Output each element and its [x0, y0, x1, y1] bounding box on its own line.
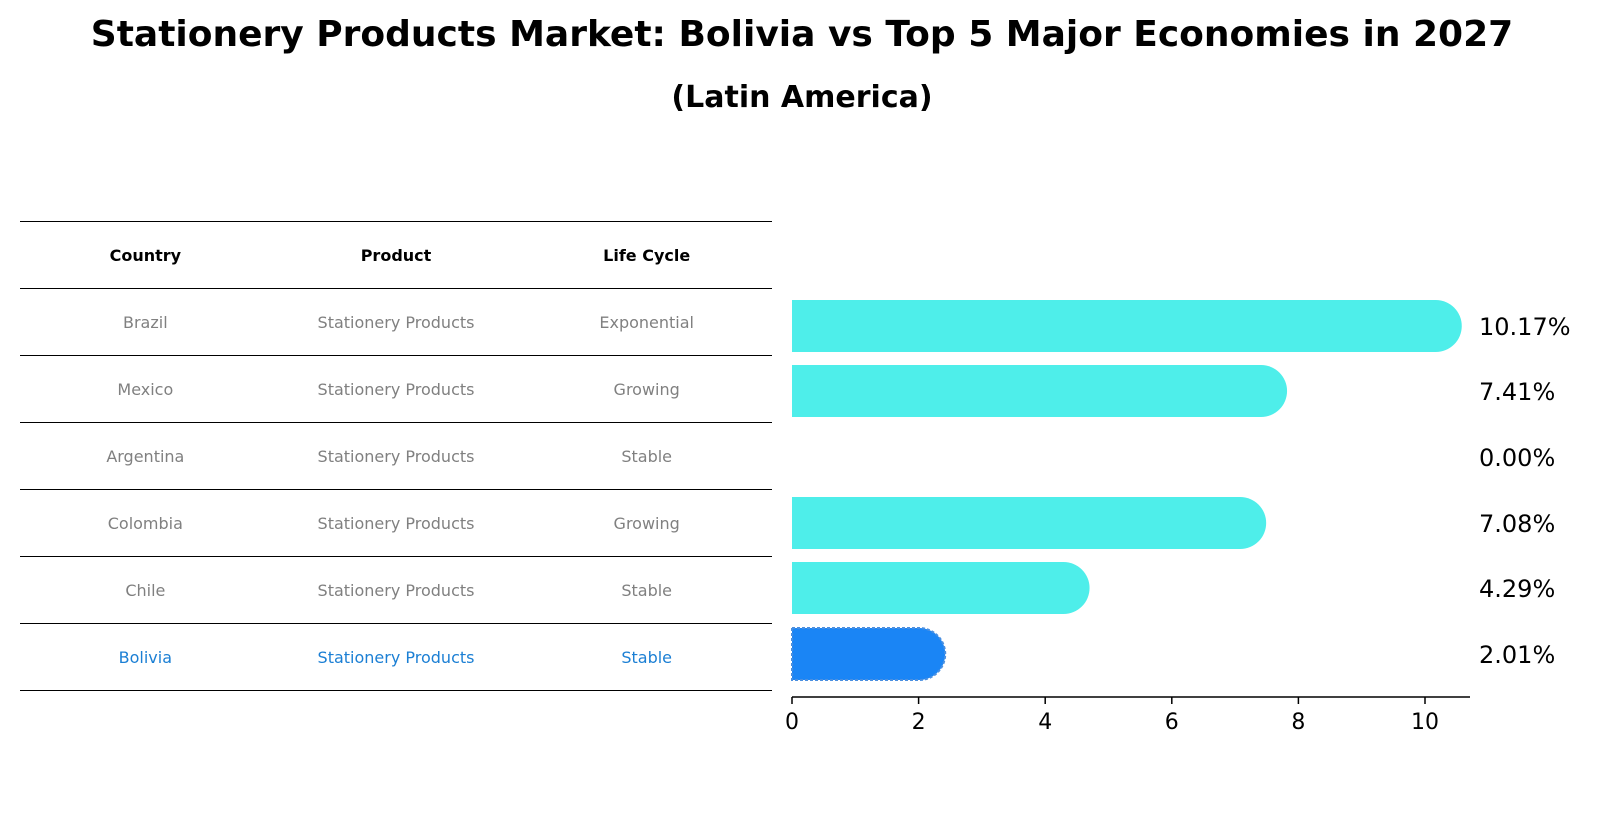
cell-country: Brazil	[123, 312, 168, 332]
value-label: 7.41%	[1479, 378, 1555, 406]
cell-product: Stationery Products	[317, 446, 475, 466]
bar-brazil	[792, 300, 1462, 352]
cell-life-cycle: Stable	[621, 580, 673, 600]
header-country: Country	[109, 245, 182, 265]
bar-chile	[792, 562, 1090, 614]
x-tick-label: 8	[1291, 710, 1305, 735]
cell-product: Stationery Products	[317, 379, 475, 399]
table-row: Argentina Stationery Products Stable	[20, 422, 772, 489]
table-row: Brazil Stationery Products Exponential	[20, 288, 772, 355]
table-header-row: Country Product Life Cycle	[20, 221, 772, 288]
cell-life-cycle: Growing	[613, 379, 680, 399]
cell-country: Mexico	[117, 379, 174, 399]
header-product: Product	[360, 245, 432, 265]
x-tick-label: 0	[785, 710, 799, 735]
x-tick-label: 10	[1411, 710, 1439, 735]
header-life-cycle: Life Cycle	[603, 245, 691, 265]
bar-colombia	[792, 497, 1267, 549]
cell-product: Stationery Products	[317, 580, 475, 600]
cell-life-cycle: Growing	[613, 513, 680, 533]
chart-subtitle: (Latin America)	[671, 80, 933, 115]
value-label: 7.08%	[1479, 510, 1555, 538]
cell-life-cycle: Stable	[621, 647, 673, 667]
cell-product: Stationery Products	[317, 513, 475, 533]
table-row: Colombia Stationery Products Growing	[20, 489, 772, 556]
bar-mexico	[792, 365, 1288, 417]
chart-title: Stationery Products Market: Bolivia vs T…	[90, 14, 1514, 55]
value-label: 0.00%	[1479, 444, 1555, 472]
x-tick-label: 6	[1165, 710, 1179, 735]
cell-life-cycle: Stable	[621, 446, 673, 466]
value-label: 10.17%	[1479, 313, 1571, 341]
value-label: 2.01%	[1479, 641, 1555, 669]
cell-life-cycle: Exponential	[599, 312, 694, 332]
table-row-highlight: Bolivia Stationery Products Stable	[20, 623, 772, 691]
cell-product: Stationery Products	[317, 312, 475, 332]
table-row: Chile Stationery Products Stable	[20, 556, 772, 623]
bar-bolivia	[791, 627, 947, 681]
cell-country: Colombia	[107, 513, 183, 533]
x-tick-label: 2	[912, 710, 926, 735]
data-table: Country Product Life Cycle Brazil Statio…	[20, 221, 772, 691]
table-row: Mexico Stationery Products Growing	[20, 355, 772, 422]
cell-country: Chile	[125, 580, 166, 600]
x-tick-label: 4	[1038, 710, 1052, 735]
value-label: 4.29%	[1479, 575, 1555, 603]
cell-country: Argentina	[106, 446, 185, 466]
cell-product: Stationery Products	[317, 647, 475, 667]
cell-country: Bolivia	[118, 647, 173, 667]
